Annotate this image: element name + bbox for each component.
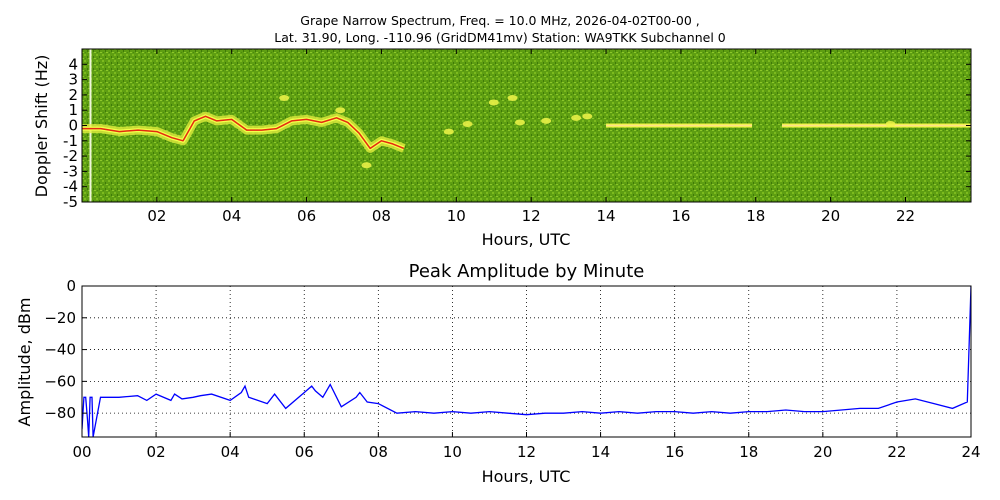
amplitude-series-line xyxy=(82,286,971,437)
amplitude-x-ticks: 00 02 04 06 08 10 12 14 16 18 20 22 24 xyxy=(72,432,981,461)
amplitude-y-tick-label: −40 xyxy=(44,341,76,359)
spectrogram-marks xyxy=(82,49,971,202)
amplitude-x-tick-label: 08 xyxy=(369,443,388,461)
amplitude-grid xyxy=(82,286,971,437)
amplitude-y-label: Amplitude, dBm xyxy=(15,298,34,427)
spectrogram-x-tick-label: 20 xyxy=(821,207,840,225)
chart-title-line-2: Lat. 31.90, Long. -110.96 (GridDM41mv) S… xyxy=(274,30,726,45)
amplitude-panel: 00 02 04 06 08 10 12 14 16 18 20 22 24 0 −20 −40 −60 −80… xyxy=(15,277,981,486)
spectrogram-x-tick-label: 08 xyxy=(372,207,391,225)
spectrogram-blob xyxy=(541,117,552,124)
spectrogram-x-tick-label: 14 xyxy=(596,207,615,225)
spectrogram-blob xyxy=(582,113,593,120)
spectrogram-x-tick-label: 22 xyxy=(896,207,915,225)
spectrogram-x-tick-label: 12 xyxy=(522,207,541,225)
amplitude-x-tick-label: 16 xyxy=(665,443,684,461)
amplitude-x-tick-label: 22 xyxy=(887,443,906,461)
spectrogram-y-tick-label: 3 xyxy=(68,71,78,89)
amplitude-x-tick-label: 14 xyxy=(591,443,610,461)
spectrogram-y-tick-label: -3 xyxy=(63,162,78,180)
spectrogram-blob xyxy=(361,162,372,169)
spectrogram-x-tick-label: 16 xyxy=(671,207,690,225)
spectrogram-y-tick-label: 1 xyxy=(68,101,78,119)
spectrogram-blob xyxy=(335,107,346,114)
spectrogram-x-tick-label: 18 xyxy=(746,207,765,225)
spectrogram-y-tick-label: -2 xyxy=(63,147,78,165)
spectrogram-x-tick-label: 10 xyxy=(447,207,466,225)
amplitude-x-tick-label: 02 xyxy=(147,443,166,461)
amplitude-chart-title: Peak Amplitude by Minute xyxy=(408,261,645,282)
amplitude-x-tick-label: 06 xyxy=(295,443,314,461)
amplitude-y-tick-label: −20 xyxy=(44,309,76,327)
chart-title-line-1: Grape Narrow Spectrum, Freq. = 10.0 MHz,… xyxy=(300,13,700,28)
amplitude-x-tick-label: 12 xyxy=(517,443,536,461)
spectrogram-blob xyxy=(462,120,473,127)
amplitude-x-tick-label: 18 xyxy=(739,443,758,461)
spectrogram-y-label: Doppler Shift (Hz) xyxy=(32,55,51,198)
amplitude-x-tick-label: 24 xyxy=(961,443,980,461)
spectrogram-blob xyxy=(488,99,499,106)
spectrogram-y-tick-label: 2 xyxy=(68,86,78,104)
amplitude-x-tick-label: 10 xyxy=(443,443,462,461)
spectrogram-blob xyxy=(443,128,454,135)
amplitude-x-tick-label: 04 xyxy=(221,443,240,461)
spectrogram-blob xyxy=(514,119,525,126)
amplitude-y-tick-label: 0 xyxy=(66,277,76,295)
spectrogram-y-tick-label: 4 xyxy=(68,55,78,73)
spectrogram-blob xyxy=(885,120,896,127)
spectrogram-trace-core xyxy=(82,115,405,150)
amplitude-x-label: Hours, UTC xyxy=(482,467,571,486)
spectrogram-y-tick-label: -5 xyxy=(63,193,78,211)
spectrogram-y-tick-label: -1 xyxy=(63,132,78,150)
spectrogram-x-tick-label: 02 xyxy=(147,207,166,225)
spectrogram-y-tick-label: 0 xyxy=(68,117,78,135)
spectrogram-x-ticks: 02 04 06 08 10 12 14 16 18 20 22 xyxy=(147,49,915,225)
spectrogram-x-label: Hours, UTC xyxy=(482,230,571,249)
spectrogram-blob xyxy=(507,94,518,101)
amplitude-y-tick-label: −60 xyxy=(44,372,76,390)
spectrogram-x-tick-label: 06 xyxy=(297,207,316,225)
amplitude-x-tick-label: 20 xyxy=(813,443,832,461)
amplitude-x-tick-label: 00 xyxy=(72,443,91,461)
spectrogram-blob xyxy=(571,114,582,121)
amplitude-y-ticks: 0 −20 −40 −60 −80 xyxy=(44,277,87,422)
spectrogram-blob xyxy=(279,94,290,101)
spectrogram-x-tick-label: 04 xyxy=(222,207,241,225)
spectrogram-y-tick-label: -4 xyxy=(63,178,78,196)
amplitude-y-tick-label: −80 xyxy=(44,404,76,422)
